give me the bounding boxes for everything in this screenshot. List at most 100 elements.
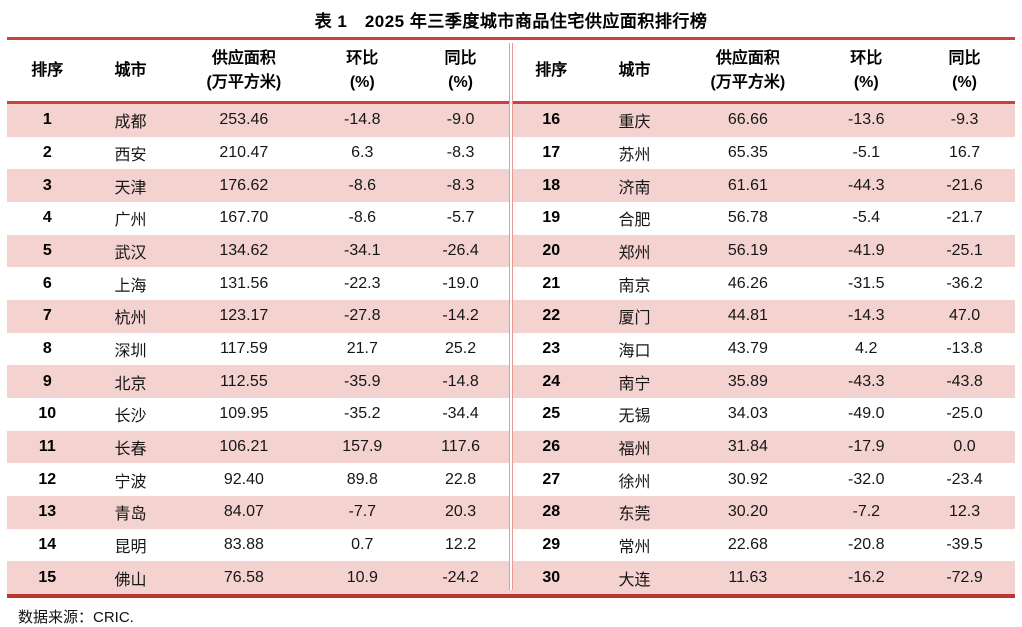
col-header-city: 城市 xyxy=(88,40,174,101)
col-header-label: 城市 xyxy=(618,61,651,79)
rank-cell: 13 xyxy=(38,503,57,521)
rank-cell: 5 xyxy=(42,241,52,259)
mom-cell: -35.9 xyxy=(344,372,381,390)
yoy-cell: -14.2 xyxy=(442,307,479,325)
col-header-label: 排序 xyxy=(31,61,64,79)
city-cell: 东莞 xyxy=(618,506,651,524)
yoy-cell: 20.3 xyxy=(444,503,477,521)
yoy-cell: -19.0 xyxy=(442,274,479,292)
table-row: 14 昆明 83.88 0.7 12.2 xyxy=(7,529,511,562)
table-row: 2 西安 210.47 6.3 -8.3 xyxy=(7,137,511,170)
rank-cell: 6 xyxy=(42,274,52,292)
area-cell: 56.78 xyxy=(727,209,768,227)
table-row: 9 北京 112.55 -35.9 -14.8 xyxy=(7,365,511,398)
mom-cell: -8.6 xyxy=(348,209,377,227)
table-row: 23 海口 43.79 4.2 -13.8 xyxy=(511,333,1015,366)
header-right-half: 排序 城市 供应面积 (万平方米) 环比 (%) 同比 xyxy=(511,40,1015,101)
mom-cell: -44.3 xyxy=(848,176,885,194)
rank-cell: 22 xyxy=(542,307,561,325)
mom-cell: -5.1 xyxy=(852,143,881,161)
col-header-city: 城市 xyxy=(592,40,678,101)
rank-cell: 29 xyxy=(542,535,561,553)
col-header-area: 供应面积 (万平方米) xyxy=(173,40,314,101)
mom-cell: -14.8 xyxy=(344,111,381,129)
yoy-cell: -9.3 xyxy=(950,111,979,129)
area-cell: 83.88 xyxy=(223,535,264,553)
table-row: 13 青岛 84.07 -7.7 20.3 xyxy=(7,495,511,529)
table-row: 10 长沙 109.95 -35.2 -34.4 xyxy=(7,398,511,431)
col-header-mom: 环比 (%) xyxy=(314,40,410,101)
body-right-half: 16 重庆 66.66 -13.6 -9.3 17 苏州 65.35 -5.1 16.7 18 济南 6… xyxy=(511,104,1015,594)
header-left-half: 排序 城市 供应面积 (万平方米) 环比 (%) 同比 xyxy=(7,40,511,101)
rank-cell: 15 xyxy=(38,568,57,586)
city-cell: 苏州 xyxy=(618,146,651,164)
area-cell: 31.84 xyxy=(727,437,768,455)
mom-cell: -20.8 xyxy=(848,535,885,553)
rank-cell: 3 xyxy=(42,176,52,194)
area-cell: 176.62 xyxy=(219,176,269,194)
rank-cell: 14 xyxy=(38,535,57,553)
rank-cell: 23 xyxy=(542,339,561,357)
city-cell: 郑州 xyxy=(618,244,651,262)
table-row: 5 武汉 134.62 -34.1 -26.4 xyxy=(7,234,511,268)
table-row: 26 福州 31.84 -17.9 0.0 xyxy=(511,430,1015,464)
area-cell: 117.59 xyxy=(219,339,268,357)
city-cell: 厦门 xyxy=(618,310,651,328)
rank-cell: 18 xyxy=(542,176,561,194)
yoy-cell: -5.7 xyxy=(446,209,475,227)
area-cell: 61.61 xyxy=(727,176,768,194)
mom-cell: -13.6 xyxy=(848,111,885,129)
table-center-divider xyxy=(509,43,513,590)
area-cell: 76.58 xyxy=(223,568,264,586)
rank-cell: 27 xyxy=(542,470,561,488)
city-cell: 大连 xyxy=(618,571,651,589)
yoy-cell: -34.4 xyxy=(442,405,479,423)
city-cell: 常州 xyxy=(618,538,651,556)
rank-cell: 30 xyxy=(542,568,561,586)
area-cell: 43.79 xyxy=(727,339,768,357)
area-cell: 167.70 xyxy=(219,209,269,227)
col-header-yoy: 同比 (%) xyxy=(914,40,1015,101)
col-header-rank: 排序 xyxy=(7,40,88,101)
table-row: 22 厦门 44.81 -14.3 47.0 xyxy=(511,299,1015,333)
area-cell: 123.17 xyxy=(219,307,269,325)
area-cell: 22.68 xyxy=(727,535,768,553)
rank-cell: 9 xyxy=(42,372,52,390)
mom-cell: -7.7 xyxy=(348,503,377,521)
area-cell: 34.03 xyxy=(727,405,768,423)
col-header-label: 同比 xyxy=(948,50,981,68)
yoy-cell: -8.3 xyxy=(446,143,475,161)
city-cell: 海口 xyxy=(618,342,651,360)
col-header-unit: (%) xyxy=(853,73,879,91)
rank-cell: 12 xyxy=(38,470,57,488)
area-cell: 131.56 xyxy=(219,274,269,292)
city-cell: 佛山 xyxy=(114,571,147,589)
mom-cell: -49.0 xyxy=(848,405,885,423)
yoy-cell: -13.8 xyxy=(946,339,983,357)
area-cell: 66.66 xyxy=(727,111,768,129)
area-cell: 30.20 xyxy=(727,503,768,521)
table-row: 1 成都 253.46 -14.8 -9.0 xyxy=(7,104,511,137)
area-cell: 134.62 xyxy=(219,241,269,259)
city-cell: 昆明 xyxy=(114,538,147,556)
table-grid: 排序 城市 供应面积 (万平方米) 环比 (%) 同比 xyxy=(7,40,1015,594)
table-body: 1 成都 253.46 -14.8 -9.0 2 西安 210.47 6.3 -8.3 3 天津 176… xyxy=(7,104,1015,594)
table-row: 21 南京 46.26 -31.5 -36.2 xyxy=(511,267,1015,300)
area-cell: 84.07 xyxy=(223,503,264,521)
city-cell: 武汉 xyxy=(114,244,147,262)
yoy-cell: -25.1 xyxy=(946,241,983,259)
rank-cell: 24 xyxy=(542,372,561,390)
city-cell: 广州 xyxy=(114,212,147,230)
rank-cell: 28 xyxy=(542,503,561,521)
data-source-note: 数据来源：CRIC. xyxy=(18,608,134,626)
table-row: 3 天津 176.62 -8.6 -8.3 xyxy=(7,169,511,202)
rank-cell: 20 xyxy=(542,241,561,259)
table-row: 19 合肥 56.78 -5.4 -21.7 xyxy=(511,202,1015,235)
table-row: 12 宁波 92.40 89.8 22.8 xyxy=(7,463,511,496)
yoy-cell: -21.7 xyxy=(946,209,983,227)
mom-cell: -16.2 xyxy=(848,568,885,586)
city-cell: 北京 xyxy=(114,375,147,393)
mom-cell: -34.1 xyxy=(344,241,381,259)
area-cell: 253.46 xyxy=(219,111,269,129)
yoy-cell: -43.8 xyxy=(946,372,983,390)
